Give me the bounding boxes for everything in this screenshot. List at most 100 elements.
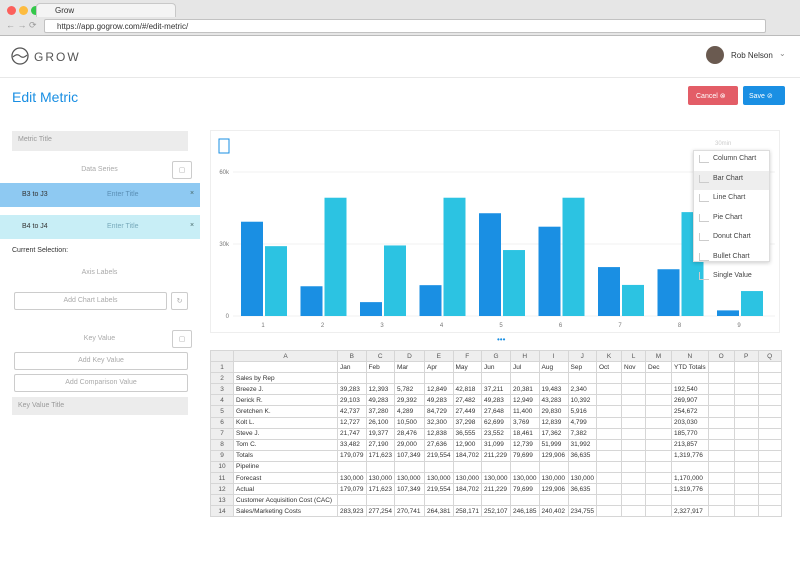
menu-item[interactable]: Pie Chart [694, 210, 769, 230]
cell[interactable] [757, 483, 782, 496]
cell[interactable]: 39,283 [337, 383, 367, 396]
cell[interactable]: Sep [567, 361, 597, 374]
cell[interactable] [365, 460, 395, 474]
cell[interactable]: Tom C. [233, 438, 338, 451]
cell[interactable]: 211,229 [481, 483, 511, 496]
cell[interactable]: 171,623 [365, 449, 395, 462]
cell[interactable]: 12,393 [365, 383, 395, 396]
series-row[interactable]: B3 to J3 Enter Title × [0, 183, 200, 207]
cell[interactable] [757, 361, 782, 374]
cell[interactable] [707, 449, 735, 462]
cell[interactable] [621, 416, 646, 429]
cell[interactable]: 10,392 [567, 394, 597, 407]
cell[interactable]: Apr [424, 361, 454, 374]
cell[interactable]: 12,900 [452, 438, 482, 451]
metric-title-input[interactable]: Metric Title [12, 131, 188, 151]
resize-handle[interactable]: ••• [497, 335, 506, 344]
cell[interactable] [733, 427, 759, 440]
cell[interactable] [596, 505, 622, 518]
cell[interactable] [733, 438, 759, 451]
cell[interactable] [707, 361, 735, 374]
cell[interactable] [733, 460, 759, 474]
cell[interactable]: Dec [645, 361, 672, 374]
cell[interactable]: 1,319,776 [671, 449, 709, 462]
cell[interactable] [596, 483, 622, 496]
cell[interactable] [645, 372, 672, 385]
cell[interactable]: 219,554 [424, 483, 454, 496]
cell[interactable]: Derick R. [233, 394, 338, 407]
cell[interactable]: 12,949 [510, 394, 540, 407]
cell[interactable] [707, 416, 735, 429]
cell[interactable]: 130,000 [481, 472, 511, 485]
cell[interactable]: 254,672 [671, 405, 709, 418]
cell[interactable]: 203,030 [671, 416, 709, 429]
cell[interactable]: 107,349 [394, 483, 425, 496]
cell[interactable]: 5,916 [567, 405, 597, 418]
cell[interactable]: 19,377 [365, 427, 395, 440]
cell[interactable]: 107,349 [394, 449, 425, 462]
cell[interactable] [707, 494, 735, 507]
save-button[interactable]: Save ⊘ [743, 86, 785, 105]
cell[interactable] [645, 405, 672, 418]
cell[interactable] [621, 483, 646, 496]
cell[interactable]: 211,229 [481, 449, 511, 462]
cell[interactable] [707, 427, 735, 440]
cell[interactable] [757, 494, 782, 507]
cell[interactable]: 43,283 [538, 394, 569, 407]
cell[interactable] [733, 494, 759, 507]
cell[interactable] [645, 494, 672, 507]
cell[interactable] [538, 372, 569, 385]
cell[interactable]: 27,636 [424, 438, 454, 451]
series-row[interactable]: B4 to J4 Enter Title × [0, 215, 200, 239]
cell[interactable]: 213,857 [671, 438, 709, 451]
cell[interactable]: 27,482 [452, 394, 482, 407]
series-title[interactable]: Enter Title [107, 223, 139, 230]
cell[interactable] [621, 449, 646, 462]
cell[interactable] [621, 472, 646, 485]
cell[interactable] [365, 494, 395, 507]
user-name[interactable]: Rob Nelson [731, 51, 773, 60]
cell[interactable] [757, 383, 782, 396]
cell[interactable]: 171,623 [365, 483, 395, 496]
menu-item[interactable]: Single Value [694, 268, 769, 288]
cell[interactable] [707, 372, 735, 385]
cell[interactable] [596, 460, 622, 474]
cell[interactable]: 27,190 [365, 438, 395, 451]
cell[interactable]: 10,500 [394, 416, 425, 429]
cell[interactable]: 130,000 [424, 472, 454, 485]
cell[interactable] [481, 460, 511, 474]
cell[interactable] [621, 394, 646, 407]
cell[interactable]: 246,185 [510, 505, 540, 518]
cell[interactable]: 4,799 [567, 416, 597, 429]
cell[interactable] [645, 483, 672, 496]
cell[interactable]: 17,362 [538, 427, 569, 440]
remove-series[interactable]: × [190, 222, 195, 229]
cell[interactable]: Steve J. [233, 427, 338, 440]
cell[interactable]: Forecast [233, 472, 338, 485]
cell[interactable] [757, 427, 782, 440]
cell[interactable] [596, 438, 622, 451]
cell[interactable] [707, 505, 735, 518]
cell[interactable] [707, 472, 735, 485]
logo-text[interactable]: GROW [34, 50, 81, 64]
cell[interactable]: 2,340 [567, 383, 597, 396]
cell[interactable] [452, 460, 482, 474]
cell[interactable]: 23,552 [481, 427, 511, 440]
cell[interactable]: 42,737 [337, 405, 367, 418]
add-chart-labels[interactable]: Add Chart Labels [14, 292, 167, 310]
cell[interactable]: 185,770 [671, 427, 709, 440]
cell[interactable] [481, 494, 511, 507]
cell[interactable]: 129,906 [538, 483, 569, 496]
cell[interactable] [645, 505, 672, 518]
cell[interactable]: 219,554 [424, 449, 454, 462]
cell[interactable] [233, 361, 338, 374]
cell[interactable] [733, 416, 759, 429]
menu-item[interactable]: Line Chart [694, 190, 769, 210]
cell[interactable]: 179,079 [337, 483, 367, 496]
menu-item[interactable]: Column Chart [694, 151, 769, 171]
cell[interactable]: 18,461 [510, 427, 540, 440]
cell[interactable] [621, 494, 646, 507]
cell[interactable]: 36,555 [452, 427, 482, 440]
cell[interactable]: 2,327,917 [671, 505, 709, 518]
cell[interactable] [621, 427, 646, 440]
